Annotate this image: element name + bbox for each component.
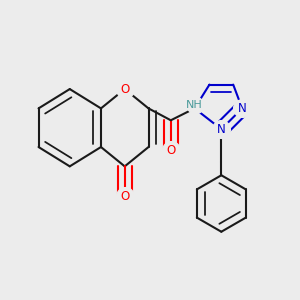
Text: O: O xyxy=(120,190,129,202)
Text: O: O xyxy=(120,82,129,96)
Text: N: N xyxy=(238,102,247,115)
Text: O: O xyxy=(166,143,176,157)
Text: NH: NH xyxy=(186,100,203,110)
Text: N: N xyxy=(217,123,226,136)
